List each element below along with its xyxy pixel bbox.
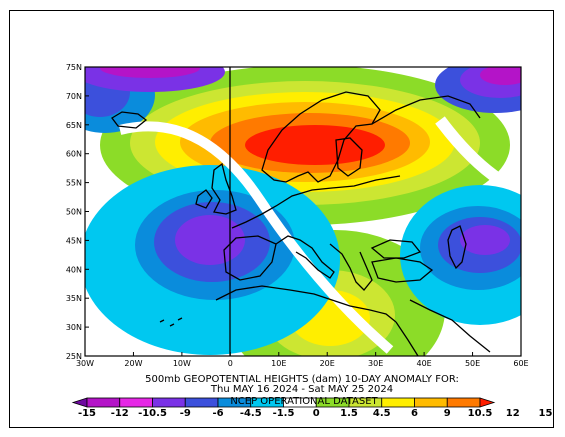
colorbar — [71, 397, 496, 408]
lon-label: 40E — [416, 359, 431, 368]
lon-label: 60E — [513, 359, 528, 368]
lat-label: 35N — [66, 294, 82, 303]
lon-label: 10E — [271, 359, 286, 368]
lat-label: 75N — [66, 63, 82, 72]
colorbar-swatch — [184, 397, 219, 408]
colorbar-label: 4.5 — [373, 408, 391, 419]
colorbar-label: 15 — [539, 408, 553, 419]
colorbar-label: 12 — [506, 408, 520, 419]
colorbar-swatch — [479, 397, 496, 408]
lon-label: 30W — [76, 359, 94, 368]
caption-line1: 500mb GEOPOTENTIAL HEIGHTS (dam) 10-DAY … — [145, 374, 459, 385]
colorbar-swatch — [119, 397, 153, 408]
colorbar-labels: -15 -12 -10.5 -9 -6 -4.5 -1.5 0 1.5 4.5 6 9 10.5 12 15 — [78, 408, 553, 419]
lon-label: 30E — [368, 359, 383, 368]
lon-label: 0 — [228, 359, 233, 368]
coastlines — [111, 91, 491, 356]
anomaly-field — [85, 67, 521, 356]
colorbar-label: -6 — [212, 408, 223, 419]
colorbar-label: 0 — [313, 408, 320, 419]
lat-label: 65N — [66, 121, 82, 130]
lat-label: 70N — [66, 92, 82, 101]
colorbar-swatch — [414, 397, 448, 408]
colorbar-swatch — [381, 397, 415, 408]
colorbar-label: -10.5 — [138, 408, 167, 419]
lon-label: 20W — [124, 359, 142, 368]
lon-label: 20E — [320, 359, 335, 368]
longitude-labels: 30W 20W 10W 0 10E 20E 30E 40E 50E 60E — [76, 352, 529, 368]
latitude-labels: 75N 70N 65N 60N 55N 50N 45N 40N 35N 30N 25N — [66, 63, 89, 361]
colorbar-swatch — [71, 397, 88, 408]
lat-label: 30N — [66, 323, 82, 332]
colorbar-label: 6 — [411, 408, 418, 419]
colorbar-label: 9 — [444, 408, 451, 419]
colorbar-label: -9 — [180, 408, 191, 419]
colorbar-swatch — [152, 397, 186, 408]
colorbar-label: 10.5 — [468, 408, 493, 419]
lat-label: 25N — [66, 352, 82, 361]
lat-label: 55N — [66, 179, 82, 188]
lon-label: 10W — [173, 359, 191, 368]
lat-label: 50N — [66, 208, 82, 217]
lat-label: 45N — [66, 236, 82, 245]
dataset-label: NCEP OPERATIONAL DATASET — [230, 396, 378, 407]
lat-label: 40N — [66, 265, 82, 274]
colorbar-swatch — [86, 397, 121, 408]
colorbar-label: -4.5 — [240, 408, 262, 419]
lat-label: 60N — [66, 150, 82, 159]
colorbar-label: -1.5 — [273, 408, 295, 419]
colorbar-swatch — [446, 397, 481, 408]
colorbar-label: 1.5 — [340, 408, 358, 419]
colorbar-label: -12 — [111, 408, 129, 419]
lon-label: 50E — [465, 359, 480, 368]
colorbar-label: -15 — [78, 408, 96, 419]
caption-line2: Thu MAY 16 2024 - Sat MAY 25 2024 — [210, 384, 393, 395]
